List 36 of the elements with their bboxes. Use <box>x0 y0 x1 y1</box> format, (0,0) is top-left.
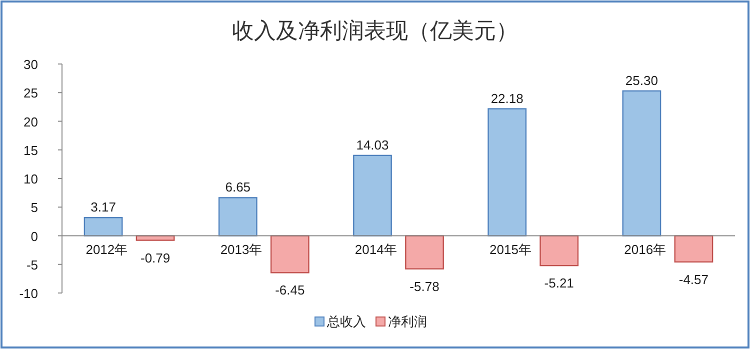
legend-label: 总收入 <box>326 314 366 329</box>
xtick: 2014年 <box>354 242 397 257</box>
label: 22.18 <box>490 90 524 106</box>
xtick: 2013年 <box>220 242 262 257</box>
label: -5.78 <box>410 278 440 294</box>
bar <box>540 235 579 266</box>
bar <box>84 217 123 236</box>
label: -5.21 <box>544 276 574 291</box>
bar <box>674 235 714 263</box>
xtick: 2016年 <box>624 242 666 257</box>
bar <box>488 108 527 236</box>
bar <box>622 90 662 236</box>
label: 6.65 <box>225 180 251 195</box>
ytick: 15 <box>24 142 38 158</box>
ytick: -5 <box>26 257 38 272</box>
bar <box>353 154 392 236</box>
label: 14.03 <box>356 137 389 152</box>
ytick: 30 <box>24 57 38 72</box>
label: -0.79 <box>140 250 170 266</box>
bar <box>270 235 310 274</box>
xtick: 2015年 <box>490 242 532 257</box>
bar <box>218 197 258 236</box>
ytick: 5 <box>30 200 38 216</box>
xtick: 2012年 <box>86 242 128 257</box>
label: -6.45 <box>275 282 305 298</box>
title: 收入及净利润表现（亿美元） <box>232 18 518 43</box>
label: 3.17 <box>90 200 116 215</box>
bar <box>405 235 444 270</box>
ytick: 25 <box>24 86 38 101</box>
label: -4.57 <box>678 272 709 287</box>
ytick: -10 <box>19 286 38 301</box>
legend-label: 净利润 <box>388 314 427 329</box>
ytick: 20 <box>24 114 38 130</box>
ytick: 0 <box>30 228 38 244</box>
label: 25.30 <box>625 72 658 88</box>
ytick: 10 <box>24 172 38 186</box>
